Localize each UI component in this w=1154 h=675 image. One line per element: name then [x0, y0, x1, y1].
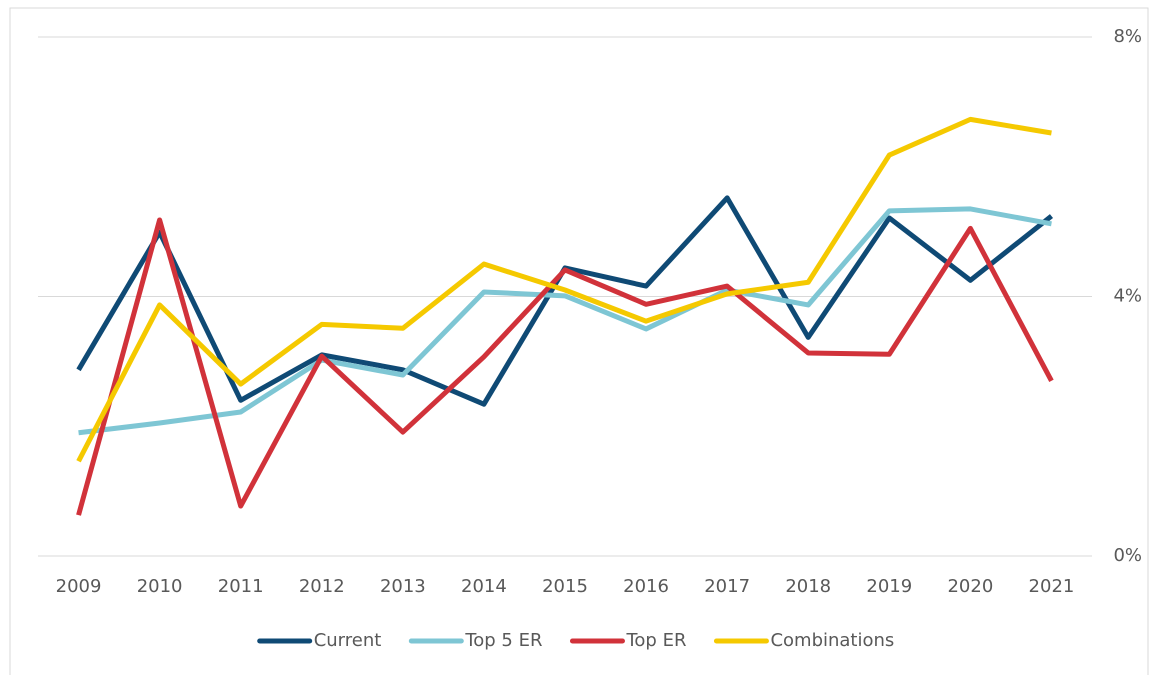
series-line	[78, 206, 1052, 436]
y-tick-label: 8%	[1113, 26, 1142, 47]
x-tick-label: 2014	[461, 576, 507, 597]
x-tick-label: 2010	[137, 576, 183, 597]
x-tick-label: 2020	[947, 576, 993, 597]
x-tick-label: 2013	[380, 576, 426, 597]
series-line	[76, 195, 1054, 407]
x-tick-label: 2016	[623, 576, 669, 597]
x-tick-label: 2009	[56, 576, 102, 597]
y-tick-label: 0%	[1113, 545, 1142, 566]
y-tick-label: 4%	[1113, 286, 1142, 307]
legend-label: Current	[314, 630, 382, 651]
x-tick-label: 2015	[542, 576, 588, 597]
x-tick-label: 2019	[866, 576, 912, 597]
chart-border	[9, 7, 1149, 675]
x-tick-label: 2018	[785, 576, 831, 597]
legend-label: Top ER	[625, 630, 686, 651]
x-tick-label: 2011	[218, 576, 264, 597]
x-tick-label: 2017	[704, 576, 750, 597]
series-line	[76, 217, 1054, 516]
series-line	[76, 116, 1052, 463]
x-tick-label: 2021	[1029, 576, 1075, 597]
legend-label: Top 5 ER	[464, 630, 542, 651]
x-tick-label: 2012	[299, 576, 345, 597]
legend-label: Combinations	[770, 630, 894, 651]
